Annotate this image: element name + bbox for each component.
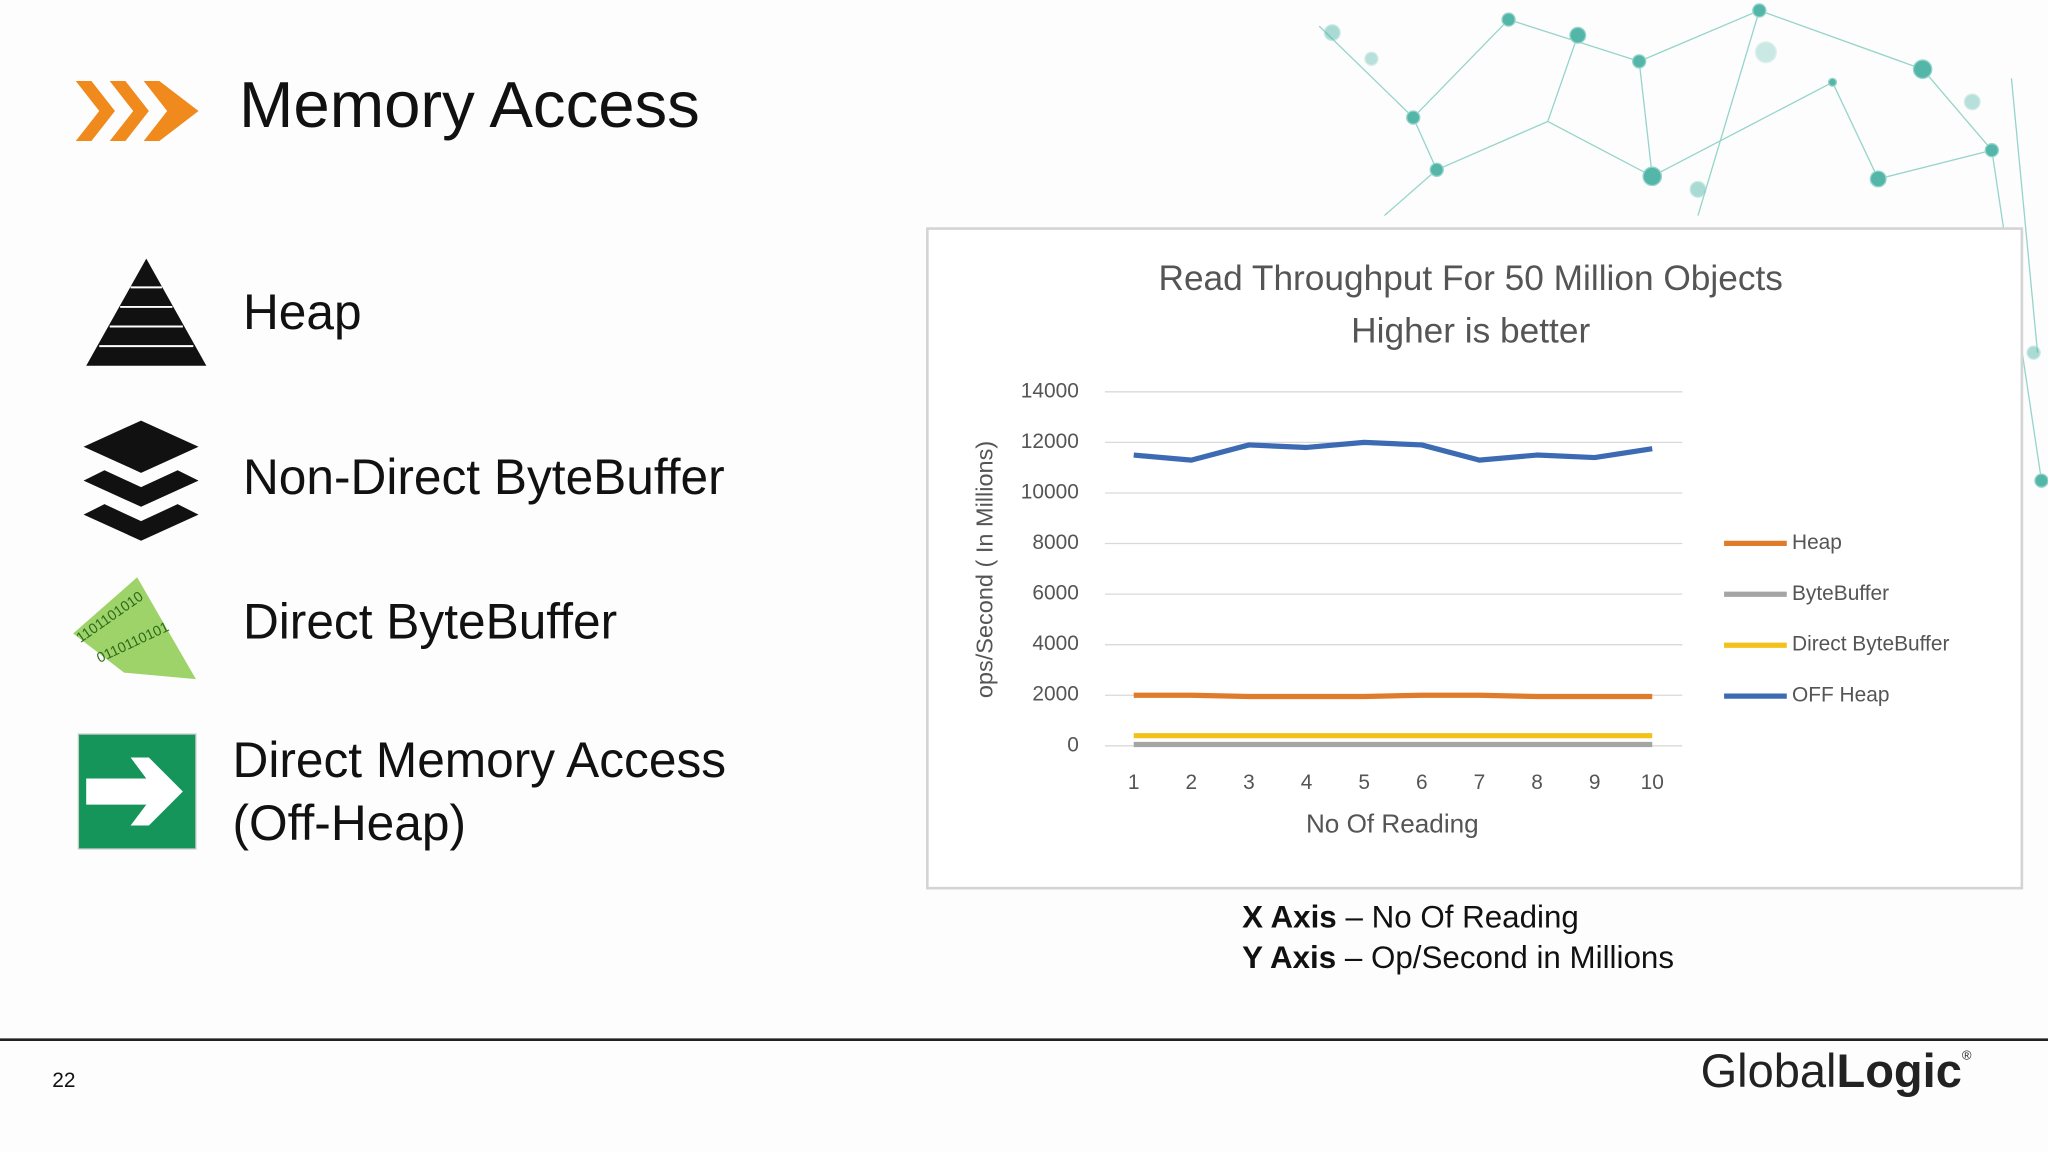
caption-line: Y Axis – Op/Second in Millions <box>1242 940 1674 975</box>
logo-bold: Logic <box>1836 1044 1961 1097</box>
item-label: Direct Memory Access <box>232 732 726 788</box>
item-label: Non-Direct ByteBuffer <box>243 449 725 505</box>
slide-title: Memory Access <box>239 68 700 141</box>
legend-label: Heap <box>1792 531 1842 554</box>
y-axis-label: ops/Second ( In Millions) <box>971 441 997 698</box>
x-tick-label: 1 <box>1128 771 1140 794</box>
y-tick-label: 0 <box>1067 733 1079 756</box>
chart-frame <box>926 227 2024 890</box>
logo: GlobalLogic® <box>1701 1044 1972 1097</box>
y-tick-label: 6000 <box>1032 582 1078 605</box>
item-label: (Off-Heap) <box>232 795 466 851</box>
logo-light: Global <box>1701 1044 1837 1097</box>
logo-mark: ® <box>1962 1048 1972 1063</box>
chart-subtitle: Higher is better <box>1351 311 1590 350</box>
series-line <box>1133 692 1653 700</box>
x-tick-label: 6 <box>1416 771 1428 794</box>
chart-title: Read Throughput For 50 Million Objects <box>1158 259 1782 298</box>
x-axis-label: No Of Reading <box>1306 808 1479 838</box>
layers-icon <box>83 420 199 541</box>
item-label: Heap <box>243 284 362 340</box>
item-label: Direct ByteBuffer <box>243 594 617 650</box>
series-line <box>1133 439 1653 463</box>
x-tick-label: 2 <box>1186 771 1198 794</box>
chevrons-icon <box>75 80 199 142</box>
caption-text: – Op/Second in Millions <box>1345 940 1674 975</box>
caption-key: X Axis <box>1242 900 1337 935</box>
x-tick-label: 9 <box>1589 771 1601 794</box>
heap-icon <box>86 258 207 366</box>
y-tick-label: 2000 <box>1032 683 1078 706</box>
x-tick-label: 7 <box>1474 771 1486 794</box>
y-tick-label: 8000 <box>1032 531 1078 554</box>
caption-line: X Axis – No Of Reading <box>1242 900 1579 935</box>
y-tick-label: 14000 <box>1021 379 1079 402</box>
x-tick-label: 10 <box>1641 771 1664 794</box>
page-number: 22 <box>52 1069 75 1092</box>
legend-label: ByteBuffer <box>1792 582 1889 605</box>
caption-text: – No Of Reading <box>1345 900 1578 935</box>
x-tick-label: 4 <box>1301 771 1313 794</box>
legend-label: Direct ByteBuffer <box>1792 633 1949 656</box>
x-tick-label: 3 <box>1243 771 1255 794</box>
y-tick-label: 12000 <box>1021 430 1079 453</box>
legend-label: OFF Heap <box>1792 684 1889 707</box>
y-tick-label: 4000 <box>1032 632 1078 655</box>
caption-key: Y Axis <box>1242 940 1336 975</box>
plot: 0 2000 4000 6000 8000 10000 12000 14000 1 2 3 4 5 6 7 8… <box>1021 379 1950 794</box>
x-tick-label: 5 <box>1358 771 1370 794</box>
x-tick-label: 8 <box>1531 771 1543 794</box>
y-tick-label: 10000 <box>1021 480 1079 503</box>
arrow-icon <box>77 733 197 850</box>
